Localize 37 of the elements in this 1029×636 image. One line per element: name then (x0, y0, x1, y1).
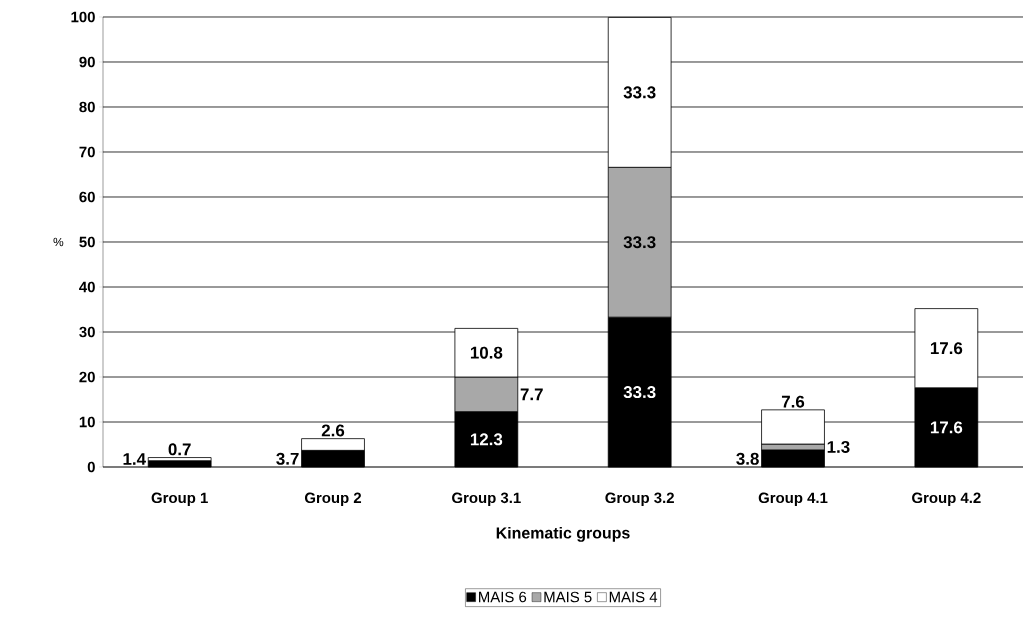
data-label: 33.3 (623, 386, 656, 399)
data-label: 1.4 (123, 453, 146, 465)
data-label: 33.3 (623, 236, 656, 249)
y-tick-label: 100 (71, 11, 95, 23)
y-tick-label: 60 (79, 191, 95, 203)
x-tick-label: Group 4.1 (758, 492, 828, 507)
x-tick-label: Group 1 (151, 492, 208, 507)
data-label: 17.6 (930, 421, 963, 434)
y-tick-label: 50 (79, 236, 95, 248)
data-label: 7.7 (520, 388, 543, 401)
x-tick-label: Group 3.2 (605, 492, 674, 507)
data-label: 12.3 (470, 433, 503, 446)
y-axis-title: % (53, 237, 64, 247)
y-tick-label: 40 (79, 281, 95, 293)
data-label: 7.6 (781, 395, 805, 408)
x-axis-title: Kinematic groups (496, 526, 630, 542)
legend-label: MAIS 4 (609, 591, 658, 603)
data-label: 3.7 (276, 452, 299, 465)
y-tick-label: 70 (79, 146, 95, 158)
data-label: 1.3 (827, 440, 850, 453)
y-tick-label: 80 (79, 101, 95, 113)
data-label: 2.6 (321, 424, 345, 437)
x-tick-label: Group 3.1 (452, 492, 521, 507)
y-tick-label: 10 (79, 416, 95, 428)
data-label: 3.8 (736, 452, 759, 465)
data-label: 10.8 (470, 346, 503, 359)
x-tick-label: Group 2 (304, 492, 362, 507)
legend-label: MAIS 5 (544, 591, 592, 603)
data-label: 17.6 (930, 342, 963, 355)
data-label: 0.7 (168, 443, 191, 456)
data-label: 33.3 (623, 86, 656, 99)
y-tick-label: 0 (87, 461, 95, 473)
y-tick-label: 20 (79, 371, 95, 383)
y-tick-label: 90 (79, 56, 95, 68)
y-tick-label: 30 (79, 326, 95, 338)
x-tick-label: Group 4.2 (912, 492, 981, 507)
legend-label: MAIS 6 (479, 591, 527, 603)
